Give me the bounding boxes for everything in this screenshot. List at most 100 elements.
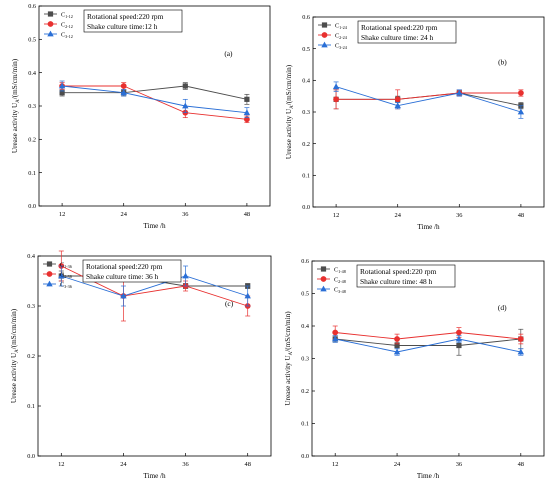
y-tick-label: 0.5	[302, 46, 310, 53]
legend-entry: C2-12	[44, 21, 73, 29]
data-point	[456, 89, 463, 96]
legend-marker	[47, 11, 54, 17]
legend-label: C2-12	[61, 21, 73, 29]
y-tick-label: 0.6	[301, 258, 309, 265]
y-axis-label: Urease activity UA/(mS/cm/min)	[11, 58, 21, 153]
legend-marker	[46, 280, 53, 287]
legend-marker	[47, 30, 54, 37]
legend-label: C3-12	[61, 31, 73, 39]
legend-entry: C1-12	[44, 11, 73, 19]
series-line	[335, 332, 521, 340]
x-tick-label: 48	[518, 461, 524, 468]
annotation-time: Shake culture time: 48 h	[360, 277, 433, 286]
y-tick-label: 0.0	[301, 453, 309, 460]
data-point	[243, 109, 251, 116]
y-tick-label: 0.1	[301, 421, 309, 428]
legend-marker	[321, 22, 328, 28]
series-line	[336, 92, 521, 100]
legend-label: C1-48	[334, 266, 346, 274]
legend-marker	[46, 271, 53, 277]
x-tick-label: 12	[333, 212, 339, 219]
y-axis-label: Urease activity UA/(mS/cm/min)	[10, 308, 20, 403]
data-point	[394, 336, 400, 342]
series-line	[62, 85, 247, 100]
x-axis-label: Time /h	[143, 222, 166, 230]
x-tick-label: 36	[456, 212, 462, 219]
data-point	[517, 336, 524, 342]
chart-panel-a: 0.0 0.1 0.2 0.3 0.4 0.5 0.6 12 24 36 48 Time /h Urea…	[11, 3, 271, 230]
data-point	[394, 102, 401, 109]
y-tick-label: 0.4	[27, 253, 35, 260]
x-tick-label: 36	[182, 461, 188, 468]
annotation-time: Shake culture time:12 h	[87, 22, 158, 31]
data-point	[120, 89, 127, 96]
data-point	[332, 329, 339, 336]
legend-label: C1-36	[60, 261, 72, 269]
data-point	[456, 329, 462, 336]
legend-marker	[320, 285, 327, 292]
data-point	[120, 83, 127, 89]
data-point	[455, 335, 463, 342]
data-point	[182, 102, 189, 109]
legend-entry: C3-12	[44, 30, 73, 39]
data-point	[517, 348, 524, 355]
series-line	[61, 275, 248, 297]
y-tick-label: 0.6	[302, 14, 310, 21]
y-tick-label: 0.6	[28, 3, 36, 10]
series-3-36	[58, 265, 251, 307]
x-tick-label: 24	[121, 211, 128, 218]
data-point	[332, 335, 339, 342]
legend-entry: C3-36	[43, 280, 72, 289]
x-tick-label: 36	[456, 461, 462, 468]
panel-label: (a)	[224, 49, 233, 58]
y-tick-label: 0.4	[28, 70, 36, 77]
y-tick-label: 0.3	[27, 303, 35, 310]
x-axis-label: Time /h	[417, 223, 440, 231]
legend-label: C2-24	[335, 32, 348, 40]
legend-marker	[321, 41, 328, 48]
chart-panel-b: 0.0 0.1 0.2 0.3 0.4 0.5 0.6 12 24 36 48 Time /h Urea…	[285, 14, 545, 231]
annotation-speed: Rotational speed:220 rpm	[361, 23, 438, 32]
x-axis-label: Time /h	[417, 472, 440, 480]
series-3-12	[58, 80, 251, 119]
chart-panel-c: 0.0 0.1 0.2 0.3 0.4 12 24 36 48 Time /h Urease act…	[10, 250, 272, 480]
legend-marker	[321, 32, 328, 38]
data-point	[456, 342, 462, 349]
annotation-box	[82, 259, 182, 283]
series-line	[335, 338, 521, 353]
y-tick-label: 0.2	[27, 353, 35, 360]
series-3-24	[332, 81, 525, 119]
legend-label: C2-36	[60, 271, 72, 279]
x-tick-label: 12	[59, 211, 65, 218]
legend-entry: C3-48	[317, 285, 346, 294]
x-tick-label: 24	[394, 461, 401, 468]
x-tick-label: 12	[58, 461, 64, 468]
data-point	[58, 82, 66, 89]
legend-label: C3-24	[335, 42, 348, 50]
legend-marker	[47, 21, 54, 27]
legend-label: C1-12	[61, 11, 73, 19]
data-point	[182, 83, 188, 89]
annotation-box	[83, 9, 183, 33]
data-point	[332, 83, 340, 90]
y-tick-label: 0.2	[302, 141, 310, 148]
y-tick-label: 0.3	[302, 109, 310, 116]
x-tick-label: 48	[244, 211, 250, 218]
data-point	[244, 96, 250, 102]
y-tick-label: 0.2	[28, 137, 36, 144]
legend-entry: C3-24	[318, 41, 348, 50]
y-tick-label: 0.0	[302, 204, 310, 211]
legend-marker	[46, 261, 53, 267]
legend-label: C2-48	[334, 276, 346, 284]
series-line	[335, 86, 522, 113]
data-point	[393, 348, 401, 355]
series-line	[62, 85, 247, 114]
y-tick-label: 0.5	[28, 37, 36, 44]
y-tick-label: 0.3	[28, 103, 36, 110]
annotation-speed: Rotational speed:220 rpm	[360, 267, 437, 276]
panel-label: (c)	[225, 299, 234, 308]
annotation-speed: Rotational speed:220 rpm	[86, 262, 163, 271]
legend-entry: C2-36	[43, 271, 72, 279]
